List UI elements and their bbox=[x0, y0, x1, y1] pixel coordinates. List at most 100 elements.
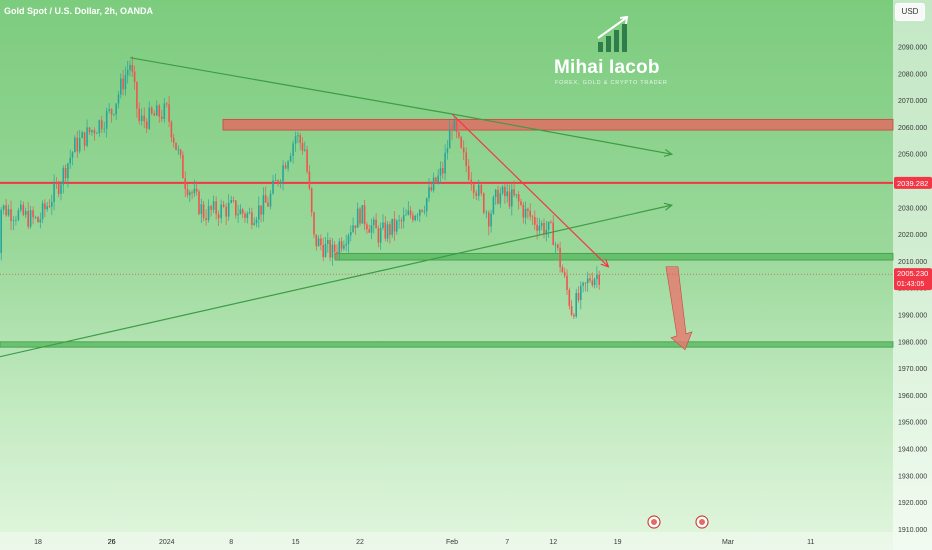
y-tick-label: 2050.000 bbox=[898, 152, 927, 159]
candle-up bbox=[405, 214, 407, 216]
candle-down bbox=[591, 280, 594, 286]
candle-up bbox=[423, 211, 426, 212]
candle-up bbox=[356, 208, 359, 228]
candle-down bbox=[400, 220, 403, 222]
candle-up bbox=[402, 215, 405, 222]
candle-up bbox=[324, 244, 327, 258]
candle-up bbox=[29, 210, 32, 227]
candle-down bbox=[210, 205, 212, 210]
candle-up bbox=[98, 120, 101, 134]
candle-up bbox=[370, 225, 373, 233]
green-trendline[interactable] bbox=[451, 113, 672, 155]
candle-down bbox=[517, 194, 520, 202]
green-trendline[interactable] bbox=[129, 57, 453, 115]
candle-up bbox=[501, 186, 504, 194]
candle-up bbox=[71, 152, 74, 158]
candle-down bbox=[359, 208, 361, 224]
candle-up bbox=[292, 143, 294, 156]
candle-up bbox=[126, 70, 129, 76]
candle-up bbox=[262, 195, 265, 215]
candle-up bbox=[499, 193, 502, 204]
candle-down bbox=[570, 305, 573, 315]
candle-down bbox=[168, 104, 170, 122]
green-trendline[interactable] bbox=[0, 204, 672, 360]
candle-down bbox=[534, 217, 536, 225]
candle-down bbox=[57, 183, 60, 194]
candle-up bbox=[2, 205, 5, 210]
y-tick-label: 1920.000 bbox=[898, 500, 927, 507]
candle-up bbox=[352, 225, 354, 233]
candle-up bbox=[227, 202, 230, 217]
candle-down bbox=[136, 82, 138, 109]
candle-down bbox=[577, 293, 580, 301]
candle-up bbox=[108, 108, 110, 111]
candle-down bbox=[475, 192, 478, 196]
x-tick-label: 2024 bbox=[159, 539, 175, 546]
candle-down bbox=[260, 205, 262, 215]
x-tick-label: 26 bbox=[108, 539, 116, 546]
candle-down bbox=[88, 127, 91, 133]
candle-down bbox=[584, 282, 587, 284]
time-axis-panel[interactable] bbox=[0, 532, 893, 550]
candle-down bbox=[363, 205, 366, 225]
candle-down bbox=[482, 193, 485, 213]
y-tick-label: 1910.000 bbox=[898, 527, 927, 534]
candle-up bbox=[391, 218, 393, 235]
candle-up bbox=[444, 152, 446, 174]
candle-up bbox=[297, 135, 299, 137]
candle-down bbox=[333, 244, 336, 252]
candle-down bbox=[217, 214, 220, 219]
currency-button[interactable]: USD bbox=[895, 3, 925, 21]
candle-up bbox=[67, 163, 69, 179]
candle-up bbox=[258, 205, 260, 220]
candle-down bbox=[299, 135, 301, 143]
candle-down bbox=[366, 224, 368, 230]
y-tick-label: 2060.000 bbox=[898, 125, 927, 132]
candle-up bbox=[350, 232, 352, 236]
y-tick-label: 1990.000 bbox=[898, 313, 927, 320]
candle-up bbox=[105, 110, 108, 129]
candle-up bbox=[524, 208, 527, 218]
last-price-label: 2005.230 bbox=[897, 269, 928, 278]
candle-up bbox=[246, 213, 249, 218]
support-zone[interactable] bbox=[334, 252, 894, 261]
y-tick-label: 2030.000 bbox=[898, 205, 927, 212]
candle-down bbox=[543, 223, 545, 235]
candle-up bbox=[69, 157, 71, 164]
candle-down bbox=[598, 274, 600, 285]
candle-down bbox=[27, 210, 29, 227]
x-tick-label: 19 bbox=[614, 539, 622, 546]
x-tick-label: Feb bbox=[446, 539, 458, 546]
candle-up bbox=[53, 183, 55, 203]
candle-up bbox=[294, 136, 297, 144]
resistance-zone[interactable] bbox=[222, 118, 894, 131]
candle-up bbox=[490, 213, 492, 227]
projection-arrow[interactable] bbox=[665, 266, 693, 351]
candle-up bbox=[492, 197, 495, 214]
candle-up bbox=[74, 137, 76, 153]
candle-down bbox=[284, 165, 287, 169]
candle-down bbox=[322, 245, 324, 258]
red-trendline[interactable] bbox=[451, 113, 609, 268]
candle-up bbox=[41, 203, 44, 220]
candle-down bbox=[550, 221, 552, 223]
candle-up bbox=[237, 214, 239, 216]
event-marker-dot bbox=[651, 519, 657, 525]
candle-up bbox=[485, 212, 488, 214]
logo-name: Mihai Iacob bbox=[554, 57, 660, 78]
candle-up bbox=[343, 245, 345, 249]
candle-down bbox=[138, 108, 140, 121]
support-zone[interactable] bbox=[0, 341, 894, 348]
candle-down bbox=[409, 210, 412, 216]
candle-down bbox=[32, 210, 34, 218]
candle-down bbox=[306, 149, 308, 172]
candle-down bbox=[83, 132, 86, 146]
candle-down bbox=[488, 212, 490, 227]
candle-up bbox=[113, 114, 115, 116]
candle-down bbox=[308, 171, 311, 189]
candle-down bbox=[131, 64, 134, 72]
candle-down bbox=[175, 142, 177, 150]
candle-up bbox=[15, 219, 17, 221]
